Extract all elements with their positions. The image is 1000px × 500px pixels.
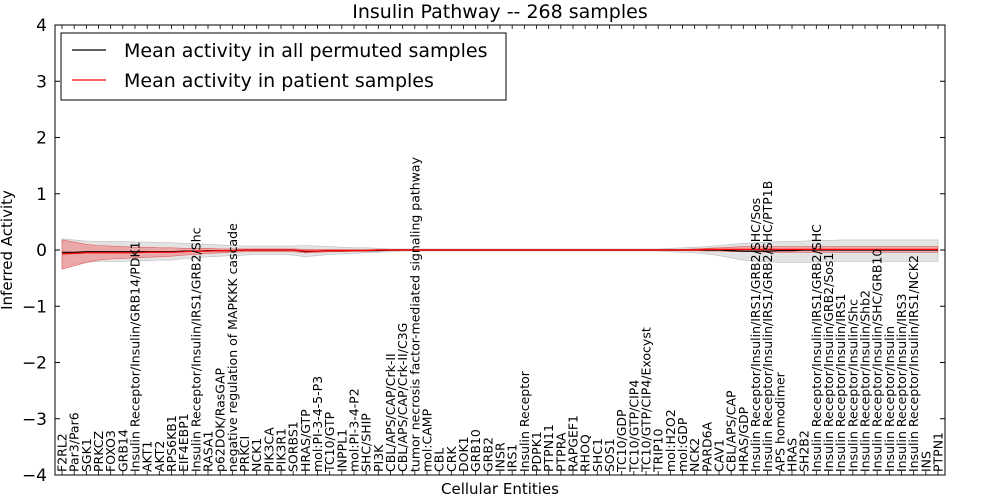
x-tick-label: Insulin Receptor/Insulin/IRS1/GRB2/Shc bbox=[188, 227, 203, 472]
plot-area: −4 −3 −2 −1 0 1 2 3 4 F2RL2Par3/Par6SGK1PRKCZFOXO… bbox=[22, 16, 946, 486]
x-tick-label: INSR bbox=[493, 442, 508, 472]
x-tick-label: tumor necrosis factor-mediated signaling… bbox=[407, 156, 422, 472]
y-axis-label: Inferred Activity bbox=[0, 190, 16, 310]
x-tick-label: Insulin Receptor/Insulin/IRS1/GRB2/SHC bbox=[809, 224, 824, 472]
y-tick-label: 1 bbox=[36, 185, 47, 205]
x-tick-label: IRS1 bbox=[505, 444, 520, 472]
x-tick-label: mol:GDP bbox=[675, 417, 690, 472]
series-line-patient bbox=[61, 248, 938, 255]
x-tick-label: F2RL2 bbox=[55, 433, 70, 472]
x-tick-label: negative regulation of MAPKKK cascade bbox=[225, 223, 240, 472]
x-tick-label: CBL bbox=[432, 448, 447, 472]
x-tick-label: PDPK1 bbox=[529, 431, 544, 472]
x-tick-label: INS bbox=[918, 451, 933, 472]
x-tick-label: CRK bbox=[444, 446, 459, 472]
y-tick-label: 4 bbox=[36, 16, 47, 36]
x-tick-label: HRAS/GDP bbox=[736, 406, 751, 472]
x-tick-label: Insulin Receptor bbox=[517, 370, 532, 472]
x-tick-label: mol:PI-3-4-P2 bbox=[347, 388, 362, 472]
x-tick-label: TC10/GTP/CIP4 bbox=[626, 380, 641, 473]
x-tick-label: APS homodimer bbox=[772, 371, 787, 472]
x-tick-label: mol:CAMP bbox=[420, 408, 435, 472]
x-tick-label: Insulin Receptor/Insulin/IRS1 bbox=[833, 294, 848, 472]
x-tick-label: CAV1 bbox=[712, 439, 727, 472]
x-tick-label: Insulin Receptor/Insulin/IRS3 bbox=[894, 294, 909, 472]
y-tick-label: 0 bbox=[36, 241, 47, 261]
x-tick-label: Insulin Receptor/Insulin/IRS1/GRB2/SHC/P… bbox=[760, 181, 775, 472]
confidence-band-patient bbox=[61, 239, 939, 270]
x-tick-label: SHC1 bbox=[590, 438, 605, 472]
y-tick-label: 3 bbox=[36, 72, 47, 92]
x-tick-label: PI3K bbox=[371, 444, 386, 472]
legend-label-permuted: Mean activity in all permuted samples bbox=[124, 40, 487, 62]
legend-label-patient: Mean activity in patient samples bbox=[124, 70, 434, 92]
y-tick-label: 2 bbox=[36, 129, 47, 149]
x-tick-label: Insulin Receptor/Insulin bbox=[882, 326, 897, 472]
x-tick-label: Insulin Receptor/Insulin/IRS1/NCK2 bbox=[906, 255, 921, 472]
legend: Mean activity in all permuted samples Me… bbox=[60, 32, 507, 101]
x-tick-label: PARD6A bbox=[699, 421, 714, 472]
x-tick-label: EIF4EBP1 bbox=[176, 413, 191, 472]
x-tick-label: PIK3CA bbox=[261, 427, 276, 472]
y-tick-label: −2 bbox=[22, 354, 47, 374]
x-tick-label: RAPGEF1 bbox=[566, 415, 581, 472]
x-tick-label: PRKCZ bbox=[91, 431, 106, 472]
x-tick-label: GRB14 bbox=[115, 429, 130, 472]
x-tick-label: AKT2 bbox=[152, 441, 167, 472]
x-tick-label: SH2B2 bbox=[797, 430, 812, 472]
x-tick-label: PTPN1 bbox=[931, 432, 946, 472]
x-tick-label: TC10/GDP bbox=[614, 409, 629, 473]
x-tick-label: SHC/SHIP bbox=[359, 413, 374, 472]
x-tick-label: TRIP10 bbox=[651, 429, 666, 473]
x-tick-label: SGK1 bbox=[79, 438, 94, 472]
confidence-band-permuted bbox=[61, 238, 939, 268]
x-tick-label: PTPN11 bbox=[541, 424, 556, 472]
x-tick-label: INPPL1 bbox=[334, 429, 349, 472]
x-tick-label: PTPRA bbox=[553, 432, 568, 472]
legend-box bbox=[60, 32, 507, 101]
x-tick-label: HRAS/GTP bbox=[298, 409, 313, 472]
x-tick-label: TC10/GTP/CIP4/Exocyst bbox=[639, 327, 654, 473]
x-tick-label: PIK3R1 bbox=[274, 428, 289, 472]
x-tick-label: CBL/APS/CAP/Crk-II/C3G bbox=[395, 323, 410, 472]
x-tick-label: TC10/GTP bbox=[322, 411, 337, 473]
x-tick-label: CBL/APS/CAP bbox=[724, 390, 739, 472]
x-tick-label: Insulin Receptor/Insulin/Shb2 bbox=[858, 290, 873, 472]
x-tick-label: Insulin Receptor/Insulin/IRS1/GRB2/SHC/S… bbox=[748, 198, 763, 472]
x-tick-label: Par3/Par6 bbox=[67, 412, 82, 472]
x-tick-label: RPS6KB1 bbox=[164, 415, 179, 472]
x-tick-label: CBL/APS/CAP/Crk-II bbox=[383, 353, 398, 472]
x-tick-label: Insulin Receptor/Insulin/GRB2/Sos1 bbox=[821, 253, 836, 472]
x-tick-label: Insulin Receptor/Insulin/GRB14/PDK1 bbox=[128, 241, 143, 472]
x-tick-label: RASA1 bbox=[201, 431, 216, 472]
chart-title: Insulin Pathway -- 268 samples bbox=[352, 1, 647, 23]
x-tick-label: p62DOK/RasGAP bbox=[213, 367, 228, 472]
x-tick-label: DOK1 bbox=[456, 436, 471, 472]
x-tick-label: GRB2 bbox=[480, 437, 495, 472]
x-tick-label: GRB10 bbox=[468, 429, 483, 472]
x-tick-label: AKT1 bbox=[140, 441, 155, 472]
x-tick-label: Insulin Receptor/Insulin/Shc bbox=[845, 299, 860, 472]
x-tick-label: HRAS bbox=[785, 438, 800, 472]
x-axis-label: Cellular Entities bbox=[441, 480, 559, 498]
x-tick-label: FOXO3 bbox=[103, 430, 118, 472]
x-tick-label: NCK1 bbox=[249, 438, 264, 472]
y-tick-label: −1 bbox=[22, 297, 47, 317]
x-tick-label: Insulin Receptor/Insulin/SHC/GRB10 bbox=[870, 249, 885, 472]
x-tick-label: mol:H2O2 bbox=[663, 409, 678, 472]
x-tick-label: RHOQ bbox=[578, 434, 593, 472]
x-tick-label: mol:PI-3-4-5-P3 bbox=[310, 376, 325, 472]
x-tick-label: PRKCI bbox=[237, 436, 252, 472]
y-tick-label: −3 bbox=[22, 410, 47, 430]
x-tick-label: SORBS1 bbox=[286, 421, 301, 472]
x-tick-label: NCK2 bbox=[687, 438, 702, 472]
x-tick-label: SOS1 bbox=[602, 438, 617, 472]
y-tick-label: −4 bbox=[22, 466, 47, 486]
